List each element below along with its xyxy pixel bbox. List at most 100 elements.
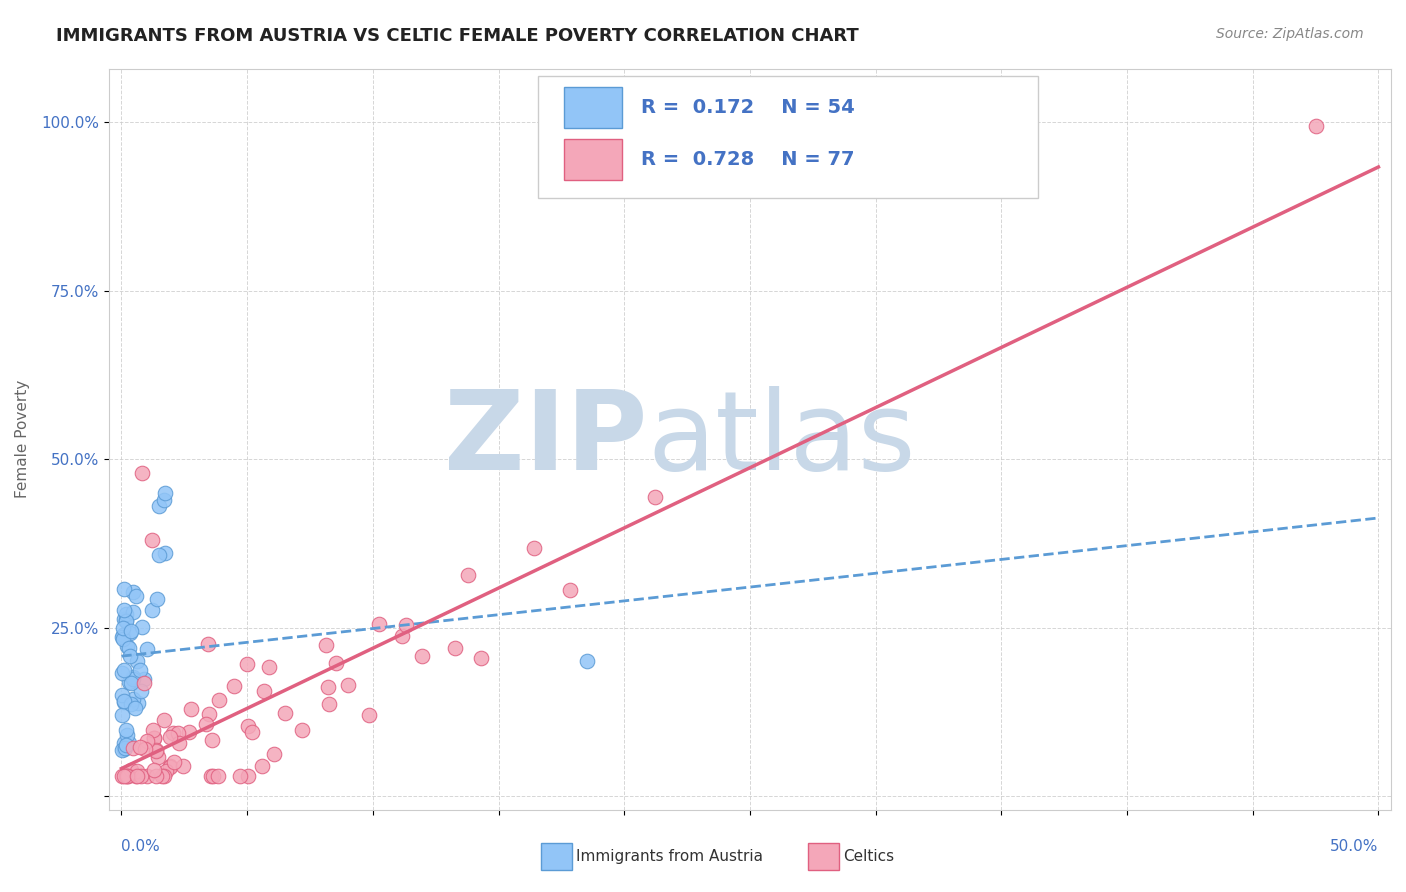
Point <box>159 759 181 773</box>
Point <box>121 669 143 683</box>
Point <box>1305 119 1327 133</box>
Point <box>115 728 138 742</box>
Point <box>120 676 142 690</box>
Point <box>236 657 259 672</box>
Text: R =  0.728    N = 77: R = 0.728 N = 77 <box>641 150 855 169</box>
Point <box>263 747 285 761</box>
Point <box>129 684 152 698</box>
Point <box>120 626 142 640</box>
Point <box>111 743 134 757</box>
Text: Source: ZipAtlas.com: Source: ZipAtlas.com <box>1216 27 1364 41</box>
Point <box>148 499 170 513</box>
Point <box>155 764 177 778</box>
Point <box>457 568 479 582</box>
Point <box>180 702 202 716</box>
Point <box>120 624 142 638</box>
Point <box>115 738 138 752</box>
Point <box>172 759 194 773</box>
Point <box>198 707 221 722</box>
Point <box>115 613 138 627</box>
Point <box>136 733 159 747</box>
Point <box>200 769 222 783</box>
Point <box>120 697 142 711</box>
Point <box>202 769 225 783</box>
Point <box>142 723 165 737</box>
Text: 0.0%: 0.0% <box>121 839 160 855</box>
Point <box>159 759 181 773</box>
Point <box>125 654 148 668</box>
Point <box>115 723 138 738</box>
Point <box>111 707 134 722</box>
Point <box>125 589 148 603</box>
Text: Celtics: Celtics <box>844 849 894 863</box>
Point <box>122 672 145 686</box>
Point <box>167 736 190 750</box>
Point <box>114 607 136 621</box>
Point <box>117 639 139 653</box>
Point <box>115 769 138 783</box>
Point <box>444 641 467 656</box>
Point <box>179 725 201 739</box>
Point <box>118 641 141 656</box>
Point <box>121 763 143 777</box>
Point <box>115 769 138 783</box>
Point <box>236 719 259 733</box>
Point <box>153 714 176 728</box>
Point <box>523 541 546 556</box>
Point <box>142 731 165 745</box>
Point <box>112 582 135 597</box>
Point <box>145 591 167 606</box>
Point <box>112 621 135 635</box>
Point <box>201 733 224 747</box>
Point <box>155 486 177 500</box>
Point <box>132 672 155 686</box>
Point <box>112 602 135 616</box>
Point <box>112 612 135 626</box>
Point <box>257 660 280 674</box>
Point <box>111 688 134 702</box>
Point <box>134 742 156 756</box>
Point <box>325 657 347 671</box>
Text: Immigrants from Austria: Immigrants from Austria <box>576 849 763 863</box>
FancyBboxPatch shape <box>564 87 621 128</box>
Point <box>391 629 413 643</box>
Point <box>194 717 217 731</box>
Text: IMMIGRANTS FROM AUSTRIA VS CELTIC FEMALE POVERTY CORRELATION CHART: IMMIGRANTS FROM AUSTRIA VS CELTIC FEMALE… <box>56 27 859 45</box>
Text: 50.0%: 50.0% <box>1330 839 1378 855</box>
Text: ZIP: ZIP <box>444 385 647 492</box>
Point <box>141 602 163 616</box>
Point <box>131 466 153 480</box>
Point <box>240 725 263 739</box>
Point <box>207 769 229 783</box>
Point <box>118 674 141 689</box>
Point <box>368 616 391 631</box>
Point <box>125 769 148 783</box>
Point <box>112 769 135 783</box>
Point <box>318 698 340 712</box>
Point <box>111 631 134 645</box>
Point <box>112 742 135 756</box>
Point <box>112 694 135 708</box>
Point <box>318 680 340 694</box>
Point <box>470 650 492 665</box>
Point <box>145 769 167 783</box>
Point <box>208 693 231 707</box>
Point <box>122 740 145 755</box>
Point <box>152 769 174 783</box>
Point <box>136 769 159 783</box>
Point <box>122 585 145 599</box>
Point <box>111 769 134 783</box>
Point <box>125 769 148 783</box>
Point <box>146 750 169 764</box>
Point <box>129 740 152 755</box>
Point <box>250 759 273 773</box>
Point <box>575 655 598 669</box>
Point <box>111 666 134 681</box>
Point <box>644 490 666 504</box>
Text: atlas: atlas <box>647 385 915 492</box>
Point <box>315 638 337 652</box>
Point <box>337 678 360 692</box>
Point <box>145 744 167 758</box>
Point <box>114 741 136 756</box>
Point <box>152 769 174 783</box>
